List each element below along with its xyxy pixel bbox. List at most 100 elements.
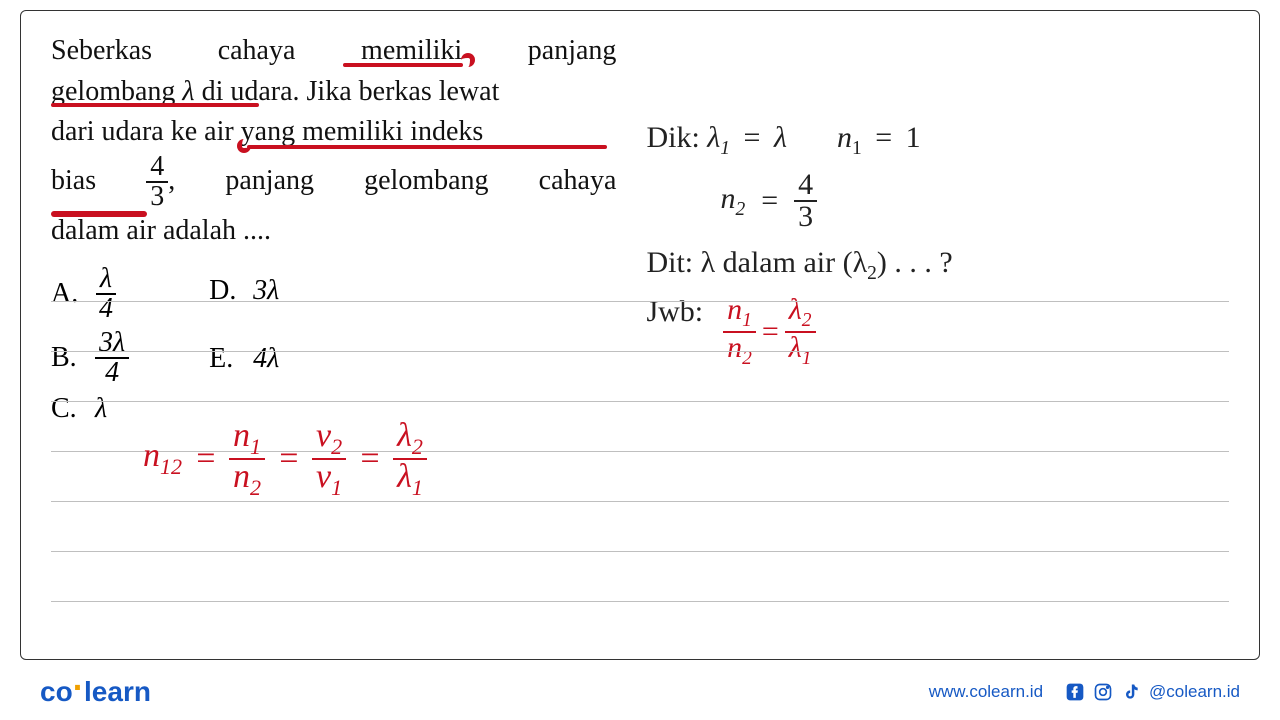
q-word: panjang [225, 161, 314, 202]
sym-n: n [837, 121, 852, 154]
frac-num: n1 [723, 295, 756, 333]
logo-learn: learn [84, 676, 151, 707]
frac-den: 3 [146, 183, 168, 211]
dit-text-main: λ dalam air (λ [701, 246, 868, 279]
equals-sign: = [744, 121, 761, 154]
sym-lambda: λ [774, 121, 787, 154]
frac-num: λ2 [785, 295, 816, 333]
footer-right: www.colearn.id @colearn.id [929, 682, 1240, 702]
jwb-label: Jwb: [646, 295, 703, 329]
page-frame: Seberkas cahaya memiliki panjang gelomba… [20, 10, 1260, 660]
subscript: 2 [802, 310, 812, 331]
sym-n: n [143, 437, 160, 474]
equals-sign: = [762, 315, 779, 349]
dik-row-2: n2 = 4 3 [646, 170, 1229, 232]
sym-v: v [316, 417, 331, 454]
rule-line [51, 601, 1229, 602]
option-frac: 3λ 4 [95, 329, 129, 387]
sym-lambda: λ [789, 293, 802, 326]
option-val: 3λ [253, 275, 279, 307]
subscript: 12 [160, 454, 182, 479]
logo: co·learn [40, 676, 151, 708]
underline-icon [51, 211, 147, 217]
option-val: 4λ [253, 343, 279, 375]
sym-lambda: λ [789, 331, 802, 364]
logo-dot-icon: · [73, 669, 84, 707]
sym-lambda: λ [707, 121, 720, 154]
q-comma: , [168, 161, 175, 202]
option-label: C. [51, 393, 81, 425]
q-word: di udara [202, 76, 293, 107]
value: 1 [906, 121, 921, 154]
frac-den: 4 [95, 295, 117, 323]
q-word: gelombang [51, 76, 175, 107]
sym-lambda: λ [397, 458, 412, 495]
content-area: Seberkas cahaya memiliki panjang gelomba… [51, 31, 1229, 431]
underline-icon [247, 145, 607, 149]
dit-label: Dit: [646, 246, 693, 279]
sym-n: n [727, 293, 742, 326]
subscript: 2 [250, 475, 261, 500]
option-label: A. [51, 278, 81, 310]
option-e: E. 4λ [209, 343, 279, 375]
option-d: D. 3λ [209, 275, 279, 307]
question-column: Seberkas cahaya memiliki panjang gelomba… [51, 31, 616, 431]
frac-den: λ1 [393, 460, 427, 499]
underline-icon [461, 53, 475, 67]
option-b: B. 3λ 4 [51, 329, 129, 387]
sym-n: n [727, 331, 742, 364]
frac-num: λ2 [393, 419, 427, 460]
q-word: gelombang [364, 161, 488, 202]
equals-sign: = [194, 440, 217, 478]
subscript: 2 [867, 263, 877, 284]
options-col-2: D. 3λ E. 4λ [209, 259, 279, 431]
underline-icon [51, 103, 259, 107]
option-label: D. [209, 275, 239, 307]
dit-row: Dit: λ dalam air (λ2) . . . ? [646, 246, 1229, 285]
n1-eq: n1 = 1 [837, 121, 921, 160]
rule-line [51, 551, 1229, 552]
sym-v: v [316, 458, 331, 495]
frac-num: v2 [312, 419, 346, 460]
option-a: A. λ 4 [51, 265, 129, 323]
sym-n2: n2 [720, 182, 745, 221]
dit-text-end: ) . . . ? [877, 246, 953, 279]
frac-den: 4 [101, 359, 123, 387]
frac-num: n1 [229, 419, 265, 460]
equals-sign: = [875, 121, 892, 154]
equals-sign: = [277, 440, 300, 478]
work-column: Dik: λ1 = λ n1 = 1 n2 = [646, 31, 1229, 431]
frac-43b: 4 3 [794, 170, 817, 232]
dik-label: Dik: [646, 121, 699, 154]
frac-num: λ [96, 265, 116, 295]
subscript: 1 [742, 310, 752, 331]
subscript: 2 [331, 434, 342, 459]
subscript: 1 [720, 138, 730, 159]
frac-den: n2 [229, 460, 265, 499]
equals-sign: = [761, 184, 778, 218]
option-val: λ [95, 393, 107, 425]
sym-n: n [720, 182, 735, 215]
instagram-icon [1093, 682, 1113, 702]
footer-handle: @colearn.id [1149, 682, 1240, 702]
underline-icon [237, 139, 251, 153]
q-lambda: λ [182, 76, 194, 107]
subscript: 1 [852, 138, 862, 159]
subscript: 2 [412, 434, 423, 459]
subscript: 1 [802, 348, 812, 369]
frac-den: λ1 [785, 333, 816, 369]
footer: co·learn www.colearn.id @colearn.id [40, 676, 1240, 708]
logo-co: co [40, 676, 73, 707]
sym-n: n [233, 458, 250, 495]
formula-n12: n12 = n1 n2 = v2 v1 = λ2 λ1 [143, 419, 427, 499]
option-label: B. [51, 342, 81, 374]
frac-den: 3 [794, 202, 817, 232]
underline-icon [343, 63, 463, 67]
q-word: Seberkas [51, 31, 152, 72]
options-col-1: A. λ 4 B. 3λ 4 C. [51, 259, 129, 431]
subscript: 1 [331, 475, 342, 500]
option-label: E. [209, 343, 239, 375]
facebook-icon [1065, 682, 1085, 702]
subscript: 1 [250, 434, 261, 459]
dit-text: λ dalam air (λ2) . . . ? [701, 246, 953, 279]
